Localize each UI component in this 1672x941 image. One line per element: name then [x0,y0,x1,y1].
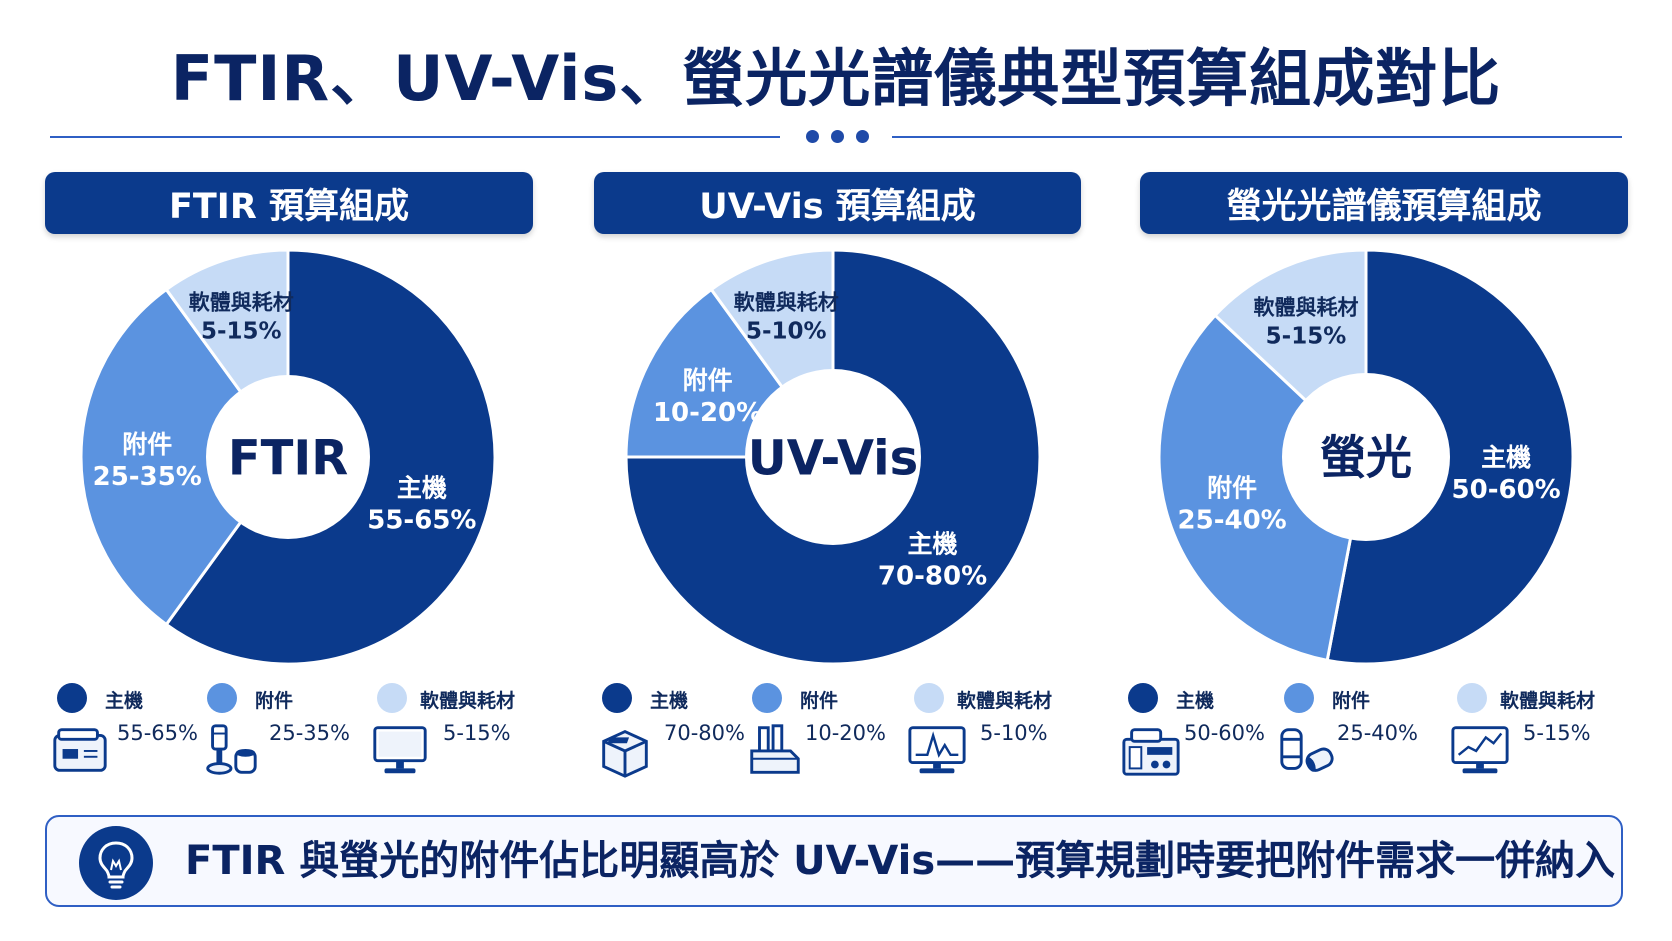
legend-label: 軟體與耗材 [957,690,1053,712]
legend-percent: 55-65% [117,721,198,745]
legend-label: 主機 [650,690,689,712]
legend-label: 軟體與耗材 [420,690,516,712]
pie-chart-1: FTIR 主機 55-65% 附件 25-35% 軟體與耗材 5-15% [79,248,497,666]
fluorometer-instrument-icon [1120,721,1182,783]
atr-accessory-icon [199,721,261,783]
pie-slice-accessory [79,287,290,627]
chart-title: UV-Vis 預算組成 [594,172,1081,234]
legend-swatch [57,683,87,713]
legend-percent: 10-20% [805,721,886,745]
donut-hole [206,375,370,539]
legend-label: 主機 [105,690,144,712]
slice-value-label: 50-60% [1452,475,1561,505]
legend-percent: 70-80% [664,721,745,745]
lightbulb-icon [79,826,153,900]
pie-slice-main [624,248,1042,666]
trend-monitor-icon [1449,721,1511,783]
slice-name-label: 主機 [1481,443,1531,472]
pie-chart-2: UV-Vis 主機 70-80% 附件 10-20% 軟體與耗材 5-10% [624,248,1042,666]
slice-value-label: 10-20% [653,398,762,428]
spectrum-monitor-icon [906,721,968,783]
pie-chart-3: 螢光 主機 50-60% 附件 25-40% 軟體與耗材 5-15% [1157,248,1575,666]
donut-hole [1282,373,1450,541]
legend-percent: 25-35% [269,721,350,745]
slice-value-label: 5-15% [201,318,282,344]
legend-label: 軟體與耗材 [1500,690,1596,712]
slice-name-label: 軟體與耗材 [734,290,839,314]
pie-slice-main [1325,248,1575,666]
cube-instrument-icon [594,721,656,783]
legend-swatch [1457,683,1487,713]
legend-swatch [752,683,782,713]
legend-swatch [377,683,407,713]
slice-value-label: 55-65% [367,505,476,535]
donut-center-label: 螢光 [1320,431,1412,485]
legend-label: 附件 [1332,690,1371,712]
legend-label: 附件 [800,690,839,712]
slice-value-label: 25-40% [1178,505,1287,535]
slice-value-label: 25-35% [93,462,202,492]
legend-swatch [914,683,944,713]
slice-name-label: 附件 [1207,473,1257,502]
slice-name-label: 主機 [908,530,958,559]
chart-panel-2: UV-Vis 預算組成 [594,172,1081,234]
benchtop-instrument-icon [49,721,111,783]
chart-title: 螢光光譜儀預算組成 [1140,172,1628,234]
slice-value-label: 5-10% [746,318,827,344]
legend-percent: 5-15% [1523,721,1591,745]
slice-name-label: 軟體與耗材 [1253,295,1358,319]
computer-monitor-icon [369,721,431,783]
donut-center-label: FTIR [228,430,348,486]
legend-swatch [602,683,632,713]
slice-name-label: 附件 [122,430,172,459]
slice-name-label: 附件 [683,366,733,395]
donut-center-label: UV-Vis [748,430,918,486]
cuvette-holder-icon [744,721,806,783]
legend-label: 主機 [1176,690,1215,712]
legend-swatch [207,683,237,713]
slice-value-label: 70-80% [878,562,987,592]
chart-title: FTIR 預算組成 [45,172,533,234]
legend-percent: 5-15% [443,721,511,745]
slice-value-label: 5-15% [1266,323,1347,349]
legend-percent: 5-10% [980,721,1048,745]
title-divider-left [50,136,780,138]
legend-label: 附件 [255,690,294,712]
takeaway-box: FTIR 與螢光的附件佔比明顯高於 UV-Vis——預算規劃時要把附件需求一併納… [45,815,1623,907]
chart-panel-1: FTIR 預算組成 [45,172,533,234]
title-divider-dots [800,128,876,146]
filter-lens-icon [1276,721,1338,783]
takeaway-text: FTIR 與螢光的附件佔比明顯高於 UV-Vis——預算規劃時要把附件需求一併納… [185,838,1616,884]
title-divider-right [892,136,1622,138]
donut-hole [745,369,921,545]
legend-percent: 50-60% [1184,721,1265,745]
legend-percent: 25-40% [1337,721,1418,745]
chart-panel-3: 螢光光譜儀預算組成 [1140,172,1628,234]
slice-name-label: 主機 [397,473,447,502]
legend-swatch [1284,683,1314,713]
slice-name-label: 軟體與耗材 [189,290,294,314]
page-title: FTIR、UV-Vis、螢光光譜儀典型預算組成對比 [170,42,1502,115]
legend-swatch [1128,683,1158,713]
pie-slice-accessory [1157,313,1368,663]
